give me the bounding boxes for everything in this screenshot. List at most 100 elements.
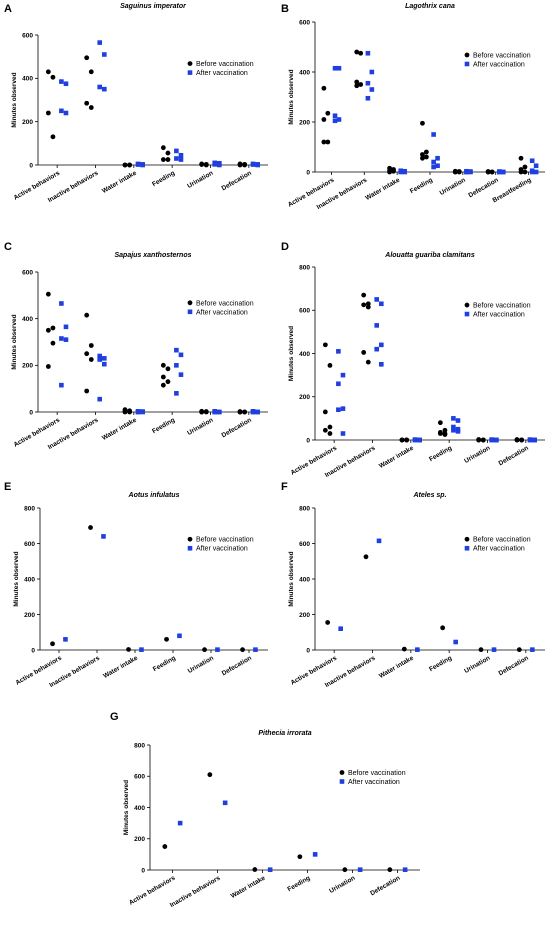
- x-tick-label: Water intake: [378, 444, 415, 469]
- point: [217, 409, 222, 415]
- x-tick-label: Water intake: [101, 169, 138, 194]
- point: [102, 356, 107, 361]
- point: [485, 169, 491, 175]
- point: [160, 362, 166, 368]
- point: [431, 164, 436, 170]
- point: [174, 148, 179, 154]
- panel-letter: C: [4, 241, 12, 253]
- legend-label: After vaccination: [473, 312, 525, 319]
- point: [177, 820, 183, 826]
- point: [332, 118, 338, 124]
- panel-letter: A: [4, 3, 12, 15]
- point: [250, 162, 256, 167]
- point: [365, 80, 371, 86]
- point: [178, 157, 184, 162]
- y-axis-label: Minutes observed: [11, 314, 18, 369]
- point: [437, 431, 443, 436]
- point: [451, 427, 456, 433]
- legend-label: Before vaccination: [196, 61, 254, 68]
- legend-label: After vaccination: [348, 779, 400, 786]
- point: [399, 437, 405, 443]
- point: [423, 149, 429, 155]
- panel-letter: B: [281, 3, 289, 15]
- panel-title: Pithecia irrorata: [258, 730, 311, 737]
- legend-marker: [187, 70, 193, 75]
- y-axis-label: Minutes observed: [288, 551, 295, 606]
- y-tick-label: 400: [22, 76, 33, 83]
- legend-label: After vaccination: [473, 546, 525, 553]
- point: [519, 437, 525, 443]
- point: [374, 323, 380, 328]
- point: [518, 155, 524, 161]
- point: [321, 139, 327, 145]
- y-tick-label: 0: [31, 647, 35, 654]
- point: [336, 65, 342, 71]
- point: [514, 437, 520, 443]
- point: [533, 163, 539, 169]
- point: [357, 867, 363, 872]
- y-tick-label: 0: [306, 169, 310, 176]
- point: [45, 327, 51, 333]
- x-tick-label: Feeding: [428, 655, 453, 674]
- panel: D Alouatta guariba clamitans Minutes obser…: [281, 241, 545, 479]
- legend-marker: [464, 302, 470, 308]
- point: [59, 79, 64, 84]
- point: [379, 362, 384, 367]
- point: [494, 437, 499, 443]
- point: [50, 641, 55, 647]
- y-tick-label: 600: [22, 269, 33, 276]
- point: [480, 437, 486, 443]
- point: [327, 424, 333, 430]
- legend-marker: [464, 52, 470, 58]
- point: [88, 69, 94, 75]
- panel: A Saguinus imperator Minutes observed 0 200 4…: [4, 3, 268, 204]
- point: [530, 647, 535, 652]
- point: [122, 162, 128, 168]
- point: [420, 120, 425, 126]
- point: [533, 169, 539, 175]
- y-tick-label: 200: [22, 363, 33, 370]
- legend-marker: [464, 61, 470, 67]
- x-tick-label: Water intake: [230, 874, 267, 899]
- x-tick-label: Water intake: [101, 416, 138, 441]
- point: [435, 155, 440, 161]
- point: [522, 169, 528, 175]
- y-axis-label: Minutes observed: [11, 72, 18, 127]
- point: [203, 162, 209, 168]
- point: [518, 169, 524, 175]
- x-tick-label: Urination: [463, 655, 491, 675]
- point: [361, 302, 367, 308]
- point: [379, 342, 384, 348]
- point: [387, 169, 392, 175]
- point: [140, 409, 145, 415]
- point: [336, 407, 341, 413]
- point: [500, 169, 506, 175]
- panel-title: Saguinus imperator: [120, 3, 187, 10]
- x-tick-label: Feeding: [286, 875, 311, 894]
- point: [456, 169, 462, 175]
- point: [322, 427, 328, 433]
- point: [325, 110, 331, 116]
- point: [84, 351, 90, 357]
- point: [63, 637, 68, 642]
- point: [455, 418, 461, 423]
- y-axis-label: Minutes observed: [13, 551, 20, 606]
- point: [491, 647, 497, 652]
- point: [45, 291, 51, 297]
- point: [340, 372, 346, 378]
- point: [97, 396, 103, 402]
- point: [332, 113, 338, 119]
- point: [321, 85, 327, 91]
- y-tick-label: 400: [299, 576, 310, 583]
- point: [297, 854, 303, 860]
- point: [50, 134, 56, 140]
- y-tick-label: 800: [134, 742, 145, 749]
- point: [522, 164, 528, 170]
- legend-marker: [187, 545, 193, 551]
- point: [160, 157, 166, 162]
- y-tick-label: 600: [134, 774, 145, 781]
- legend-marker: [339, 779, 345, 784]
- x-tick-label: Urination: [186, 170, 214, 190]
- y-tick-label: 0: [141, 867, 145, 874]
- point: [361, 350, 367, 355]
